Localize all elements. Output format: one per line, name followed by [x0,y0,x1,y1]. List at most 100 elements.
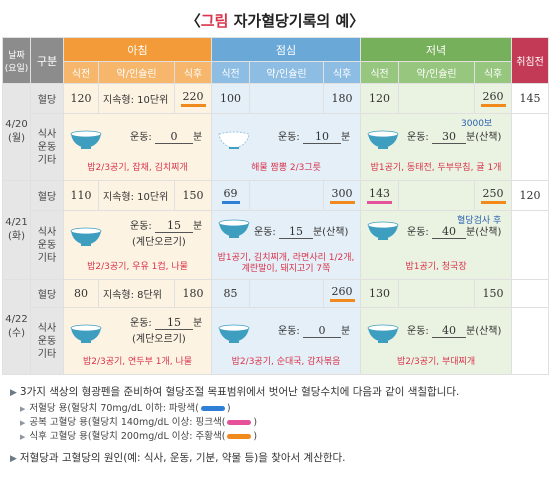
ev-before-value: 120 [360,83,400,114]
ev-after-value: 250 [474,180,513,211]
header-ev-after: 식후 [474,61,513,84]
blue-marker-swatch [200,406,225,411]
table-row: 식사 운동 기타 운동: 15 분 (계단오르기) 밥2/3공기, 연두부 1개, 나… [3,307,550,375]
table-row: 4/20 (월) 혈당 120 지속형: 10단위 220 100 180 120… [2,83,550,181]
header-gubun: 구분 [30,37,64,84]
ev-detail: 혈당검사 후 운동: 40 분(산책) 밥1공기, 청국장 [360,210,513,280]
am-detail: 운동: 15 분 (계단오르기) 밥2/3공기, 우유 1컵, 나물 [62,210,213,280]
ev-insulin-value [398,279,476,308]
ev-insulin-value [398,180,476,211]
pm-detail: 운동: 10 분 해물 짬뽕 2/3그릇 [211,113,362,181]
bedtime-detail [511,113,550,181]
ev-after-value: 150 [474,279,513,308]
header-pm-insulin: 약/인슐린 [249,61,325,84]
figure-title-highlight: 그림 [200,12,229,30]
am-insulin-value: 지속형: 10단위 [98,180,175,211]
ev-after-value: 260 [474,83,513,114]
orange-marker-swatch [227,434,252,439]
header-date: 날짜 (요일) [2,37,31,84]
header-am-after: 식후 [173,61,213,84]
am-after-value: 150 [173,180,213,211]
pm-after-value: 260 [323,279,362,308]
rice-bowl-icon [367,322,399,343]
bedtime-detail [511,210,550,280]
am-exercise-note: (계단오르기) [132,237,186,248]
bg-label: 혈당 [30,83,64,114]
triangle-icon: ▶ [20,419,26,427]
pm-meal-note: 밥2/3공기, 순대국, 감자볶음 [231,357,341,367]
table-row: 식사 운동 기타 운동: 15 분 (계단오르기) 밥2/3공기, 우유 1컵, 나물… [3,210,550,280]
ev-detail: 3000보 운동: 30 분(산책) 밥1공기, 동태전, 두부무침, 귤 1개 [360,113,513,181]
pm-meal-note: 밥1공기, 김치찌개, 라면사리 1/2개, 계란말이, 돼지고기 7쪽 [217,253,355,274]
legend-fasting: ▶ 공복 고혈당 용(혈당치 140mg/dL 이상: 핑크색() [20,417,258,428]
am-exercise: 운동: 15 분 [130,316,203,330]
meal-exercise-label: 식사 운동 기타 [30,307,64,375]
table-row: 4/21 (화) 혈당 110 지속형: 10단위 150 69 300 143 … [2,180,550,280]
date-cell: 4/21 (화) [2,180,31,280]
legend: ▶ 3가지 색상의 형광펜을 준비하여 혈당조절 목표범위에서 벗어난 혈당수치에… [10,384,540,465]
triangle-icon: ▶ [20,405,26,413]
pink-marker-swatch [227,420,252,425]
pm-after-value: 300 [323,180,362,211]
ev-extra-note: 혈당검사 후 [457,216,502,226]
ev-detail: 운동: 40 분(산책) 밥2/3공기, 부대찌개 [360,307,513,375]
date-cell: 4/20 (월) [2,83,31,181]
header-am-before: 식전 [63,61,99,84]
am-after-value: 220 [173,83,213,114]
triangle-icon: ▶ [10,388,17,398]
am-detail: 운동: 15 분 (계단오르기) 밥2/3공기, 연두부 1개, 나물 [62,307,213,375]
triangle-icon: ▶ [10,454,17,464]
legend-last: ▶ 저혈당과 고혈당의 원인(예: 식사, 운동, 기분, 약물 등)을 찾아서 … [10,452,346,464]
header-ev-before: 식전 [360,61,400,84]
am-before-value: 80 [63,279,99,308]
rice-bowl-icon [218,322,250,343]
ev-meal-note: 밥1공기, 동태전, 두부무침, 귤 1개 [370,163,502,173]
pm-exercise: 운동: 15 분(산책) [254,225,349,239]
bedtime-value: 120 [511,180,550,211]
legend-low: ▶ 저혈당 용(혈당치 70mg/dL 이하: 파랑색() [20,403,231,414]
bg-label: 혈당 [30,279,64,308]
header-lunch: 점심 [211,37,362,62]
am-before-value: 120 [63,83,99,114]
date-cell: 4/22 (수) [2,279,31,375]
am-insulin-value: 지속형: 10단위 [98,83,175,114]
triangle-icon: ▶ [20,433,26,441]
meal-exercise-label: 식사 운동 기타 [30,113,64,181]
pm-insulin-value [249,83,325,114]
rice-bowl-icon [367,219,399,240]
am-exercise: 운동: 15 분 [130,219,203,233]
am-meal-note: 밥2/3공기, 연두부 1개, 나물 [82,357,193,367]
pm-exercise: 운동: 10 분 [278,130,351,144]
ev-before-value: 130 [360,279,400,308]
figure-title: 〈그림 자가혈당기록의 예〉 [185,12,365,30]
pm-insulin-value [249,279,325,308]
pm-before-value: 85 [211,279,251,308]
am-exercise-note: (계단오르기) [132,334,186,345]
pm-after-value: 180 [323,83,362,114]
am-before-value: 110 [63,180,99,211]
ev-exercise: 운동: 30 분(산책) [407,130,502,144]
ev-insulin-value [398,83,476,114]
rice-bowl-icon [367,128,399,149]
rice-bowl-icon [70,128,102,149]
header-bedtime: 취침전 [511,37,550,84]
am-meal-note: 밥2/3공기, 우유 1컵, 나물 [87,262,188,272]
header-pm-before: 식전 [211,61,251,84]
ev-exercise: 운동: 40 분(산책) [407,324,502,338]
header-pm-after: 식후 [323,61,362,84]
am-insulin-value: 지속형: 8단위 [98,279,175,308]
pm-before-value: 69 [211,180,251,211]
bg-label: 혈당 [30,180,64,211]
bedtime-value: 145 [511,83,550,114]
glucose-log-table: 날짜 (요일) 구분 아침 점심 저녁 취침전 식전 약/인슐린 식후 식전 약/… [2,37,550,375]
bedtime-detail [511,307,550,375]
header-ev-insulin: 약/인슐린 [398,61,476,84]
ev-exercise: 운동: 40 분(산책) [407,225,502,239]
ev-meal-note: 밥2/3공기, 부대찌개 [396,357,476,367]
header-dinner: 저녁 [360,37,513,62]
am-after-value: 180 [173,279,213,308]
